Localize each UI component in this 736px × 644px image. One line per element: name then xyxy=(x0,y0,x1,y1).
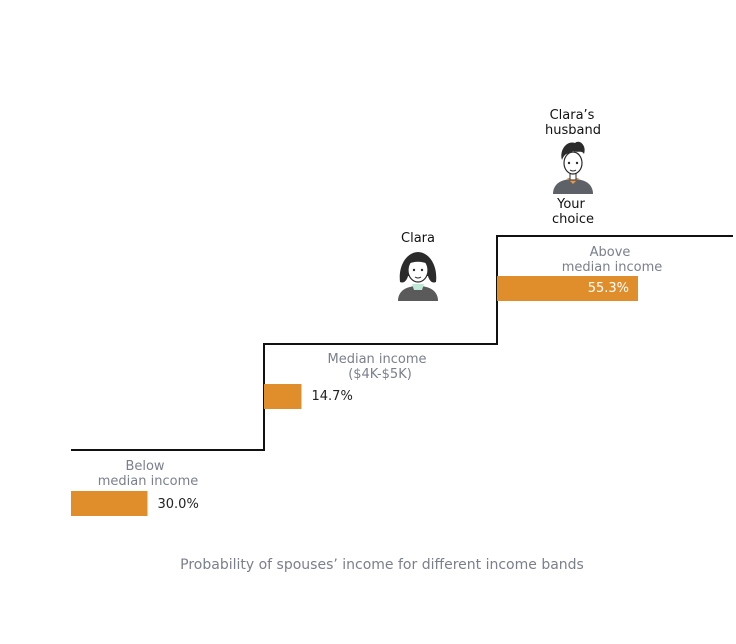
bar-value-label: 55.3% xyxy=(588,281,629,296)
person-label: Clara xyxy=(401,231,435,246)
woman-avatar-icon xyxy=(398,252,438,301)
chart-caption: Probability of spouses’ income for diffe… xyxy=(180,557,584,573)
band-above-median: Above median income 55.3% xyxy=(497,245,662,301)
person-sublabel: Your xyxy=(556,197,585,212)
band-label-line: Above xyxy=(590,245,631,260)
staircase-line xyxy=(71,235,733,451)
band-label-line: median income xyxy=(98,474,198,489)
person-sublabel: choice xyxy=(552,212,594,227)
band-median: Median income ($4K-$5K) 14.7% xyxy=(264,352,427,409)
bar-value-label: 14.7% xyxy=(312,389,353,404)
band-below-median: Below median income 30.0% xyxy=(71,459,199,516)
band-label-line: Median income xyxy=(327,352,426,367)
person-clara-husband: Clara’s husband Your choice xyxy=(545,108,601,227)
band-label-line: median income xyxy=(562,260,662,275)
man-avatar-icon xyxy=(553,141,593,194)
bar xyxy=(71,491,148,516)
person-clara: Clara xyxy=(398,231,438,301)
bar xyxy=(497,276,638,301)
person-label: husband xyxy=(545,123,601,138)
bar xyxy=(264,384,302,409)
band-label-line: ($4K-$5K) xyxy=(348,367,412,382)
bar-value-label: 30.0% xyxy=(158,497,199,512)
person-label: Clara’s xyxy=(550,108,595,123)
band-label-line: Below xyxy=(125,459,164,474)
